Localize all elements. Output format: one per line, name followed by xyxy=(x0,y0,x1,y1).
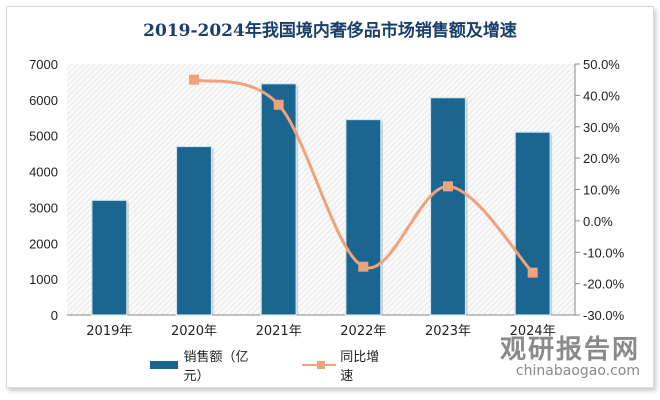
chart-title: 2019-2024年我国境内奢侈品市场销售额及增速 xyxy=(143,21,517,41)
left-tick-label: 4000 xyxy=(29,165,58,180)
x-tick-label: 2023年 xyxy=(425,324,471,339)
right-tick-label: 20.0% xyxy=(583,151,620,166)
x-tick-label: 2021年 xyxy=(256,324,302,339)
x-tick-label: 2024年 xyxy=(510,324,556,339)
legend-line-swatch xyxy=(301,360,337,370)
watermark: 观研报告网 chinabaogao.com xyxy=(500,336,640,378)
right-tick-label: -30.0% xyxy=(583,308,625,323)
bar xyxy=(260,83,297,316)
right-tick-label: 10.0% xyxy=(583,183,620,198)
left-tick-label: 3000 xyxy=(29,200,58,215)
bar xyxy=(514,131,551,316)
left-tick-label: 2000 xyxy=(29,236,58,251)
x-tick-label: 2020年 xyxy=(171,324,217,339)
growth-marker xyxy=(189,74,199,85)
x-tick-label: 2019年 xyxy=(86,324,132,339)
left-tick-label: 7000 xyxy=(29,57,58,72)
right-tick-label: 0.0% xyxy=(583,214,613,229)
bar xyxy=(345,118,382,316)
left-tick-label: 1000 xyxy=(29,272,58,287)
growth-marker xyxy=(527,267,538,278)
legend-bar-swatch xyxy=(150,361,178,369)
bar xyxy=(91,199,128,316)
legend-line-label: 同比增速 xyxy=(340,350,380,384)
left-tick-label: 6000 xyxy=(29,93,58,108)
legend: 销售额（亿元） 同比增速 xyxy=(150,350,385,384)
legend-bar-label: 销售额（亿元） xyxy=(183,350,249,384)
right-tick-label: 50.0% xyxy=(583,57,620,72)
watermark-cn: 观研报告网 xyxy=(499,335,640,365)
right-tick-label: 30.0% xyxy=(583,120,620,135)
right-tick-label: -10.0% xyxy=(583,245,625,260)
growth-marker xyxy=(443,181,453,192)
growth-marker xyxy=(273,99,284,110)
x-tick-label: 2022年 xyxy=(340,324,386,339)
growth-marker xyxy=(358,261,369,272)
watermark-en: chinabaogao.com xyxy=(515,363,640,379)
left-tick-label: 5000 xyxy=(29,129,58,144)
right-tick-label: 40.0% xyxy=(583,88,620,103)
left-tick-label: 0 xyxy=(51,308,58,323)
bar xyxy=(429,97,467,316)
right-tick-label: -20.0% xyxy=(583,277,625,292)
bar xyxy=(175,145,213,316)
